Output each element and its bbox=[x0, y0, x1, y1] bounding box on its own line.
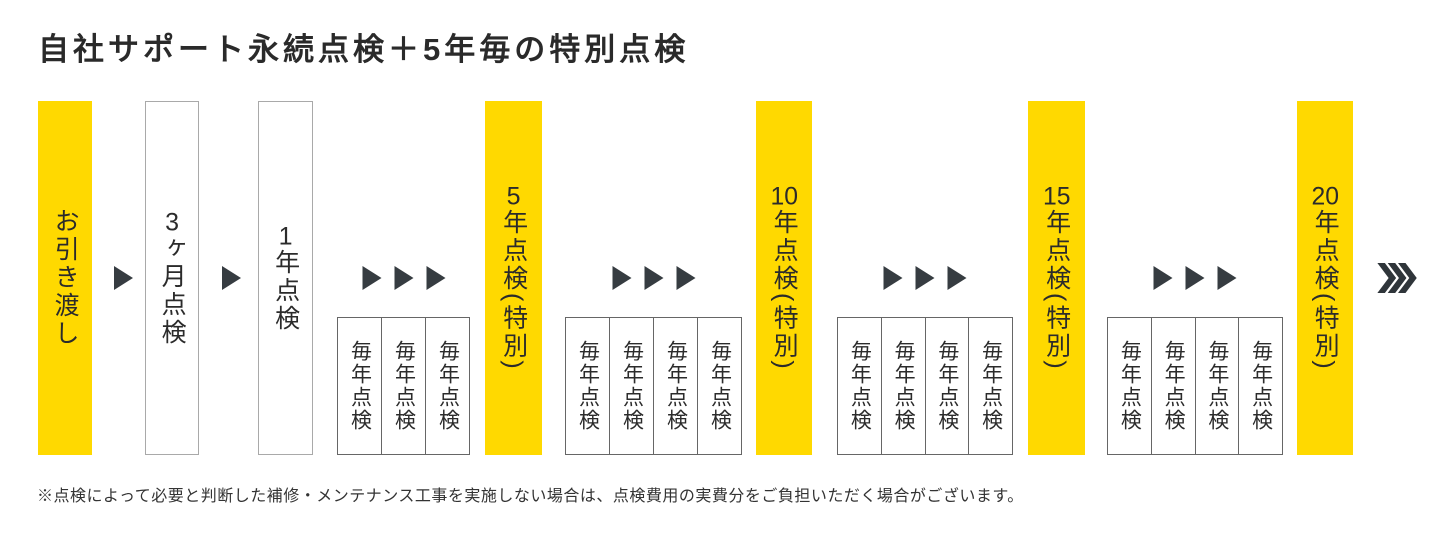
annual-boxes: 毎年点検 毎年点検 毎年点検 bbox=[337, 317, 470, 455]
milestone-handover: お引き渡し bbox=[38, 101, 92, 455]
annual-box: 毎年点検 bbox=[425, 318, 469, 454]
triple-arrow-icon bbox=[362, 266, 445, 290]
milestone-20year: 20年点検(特別) bbox=[1297, 101, 1353, 455]
triple-arrow-icon bbox=[1153, 266, 1237, 290]
milestone-1year: 1年点検 bbox=[258, 101, 313, 455]
annual-box: 毎年点検 bbox=[1238, 318, 1282, 454]
milestone-1year-label: 1年点検 bbox=[271, 223, 300, 333]
flow-arrow-icon bbox=[114, 266, 133, 290]
milestone-15year: 15年点検(特別) bbox=[1028, 101, 1085, 455]
milestone-10year-label: 10年点検(特別) bbox=[770, 184, 799, 372]
annual-box: 毎年点検 bbox=[576, 340, 600, 432]
annual-group-1: 毎年点検 毎年点検 毎年点検 bbox=[337, 101, 470, 455]
annual-group-2: 毎年点検 毎年点検 毎年点検 毎年点検 bbox=[565, 101, 742, 455]
annual-box: 毎年点検 bbox=[348, 340, 372, 432]
continue-chevrons-icon bbox=[1377, 263, 1419, 293]
milestone-handover-label: お引き渡し bbox=[51, 208, 80, 348]
annual-boxes: 毎年点検 毎年点検 毎年点検 毎年点検 bbox=[837, 317, 1013, 455]
annual-box: 毎年点検 bbox=[968, 318, 1012, 454]
annual-box: 毎年点検 bbox=[653, 318, 697, 454]
annual-box: 毎年点検 bbox=[1118, 340, 1142, 432]
annual-box: 毎年点検 bbox=[609, 318, 653, 454]
annual-box: 毎年点検 bbox=[880, 318, 925, 454]
flow-arrow-icon bbox=[222, 266, 241, 290]
annual-box: 毎年点検 bbox=[1150, 318, 1195, 454]
annual-box: 毎年点検 bbox=[848, 340, 872, 432]
annual-box: 毎年点検 bbox=[924, 318, 969, 454]
milestone-3month: 3ヶ月点検 bbox=[145, 101, 199, 455]
triple-arrow-icon bbox=[612, 266, 695, 290]
annual-boxes: 毎年点検 毎年点検 毎年点検 毎年点検 bbox=[1107, 317, 1283, 455]
annual-box: 毎年点検 bbox=[1194, 318, 1239, 454]
annual-box: 毎年点検 bbox=[381, 318, 425, 454]
milestone-5year: 5年点検(特別) bbox=[485, 101, 542, 455]
footnote: ※点検によって必要と判断した補修・メンテナンス工事を実施しない場合は、点検費用の… bbox=[37, 488, 1024, 505]
milestone-10year: 10年点検(特別) bbox=[756, 101, 812, 455]
annual-group-4: 毎年点検 毎年点検 毎年点検 毎年点検 bbox=[1107, 101, 1283, 455]
milestone-5year-label: 5年点検(特別) bbox=[499, 184, 528, 372]
milestone-15year-label: 15年点検(特別) bbox=[1042, 184, 1071, 372]
annual-box: 毎年点検 bbox=[697, 318, 741, 454]
annual-boxes: 毎年点検 毎年点検 毎年点検 毎年点検 bbox=[565, 317, 742, 455]
annual-group-3: 毎年点検 毎年点検 毎年点検 毎年点検 bbox=[837, 101, 1013, 455]
milestone-20year-label: 20年点検(特別) bbox=[1311, 184, 1340, 372]
triple-arrow-icon bbox=[883, 266, 967, 290]
milestone-3month-label: 3ヶ月点検 bbox=[158, 209, 187, 347]
page-title: 自社サポート永続点検＋5年毎の特別点検 bbox=[38, 32, 690, 67]
